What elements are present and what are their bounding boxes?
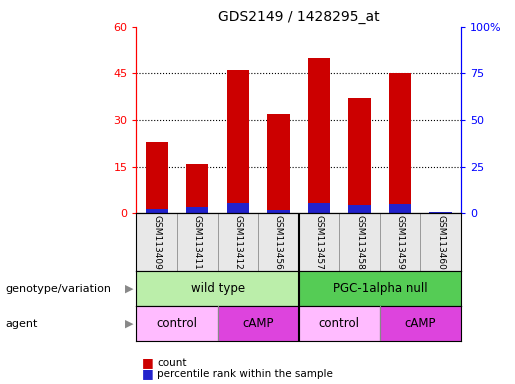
Text: wild type: wild type	[191, 283, 245, 295]
Bar	[348, 98, 371, 213]
Bar	[267, 210, 289, 213]
Text: control: control	[319, 318, 360, 330]
Title: GDS2149 / 1428295_at: GDS2149 / 1428295_at	[218, 10, 380, 25]
Text: control: control	[157, 318, 198, 330]
Text: cAMP: cAMP	[405, 318, 436, 330]
Bar	[308, 58, 330, 213]
Text: GSM113458: GSM113458	[355, 215, 364, 270]
Bar	[258, 213, 299, 271]
Bar	[218, 306, 299, 341]
Bar	[299, 306, 380, 341]
Text: GSM113457: GSM113457	[315, 215, 323, 270]
Bar	[186, 164, 209, 213]
Bar	[218, 213, 258, 271]
Bar	[339, 213, 380, 271]
Text: GSM113460: GSM113460	[436, 215, 445, 270]
Bar	[136, 306, 218, 341]
Bar	[146, 209, 168, 213]
Text: ■: ■	[142, 356, 153, 369]
Bar	[380, 306, 461, 341]
Bar	[136, 213, 177, 271]
Bar	[227, 203, 249, 213]
Text: ▶: ▶	[125, 284, 133, 294]
Bar	[299, 213, 339, 271]
Text: agent: agent	[5, 319, 38, 329]
Bar	[177, 213, 217, 271]
Text: GSM113412: GSM113412	[233, 215, 243, 270]
Bar	[267, 114, 289, 213]
Text: GSM113409: GSM113409	[152, 215, 161, 270]
Bar	[227, 70, 249, 213]
Text: GSM113459: GSM113459	[396, 215, 405, 270]
Bar	[299, 271, 461, 306]
Text: ▶: ▶	[125, 319, 133, 329]
Bar	[136, 271, 299, 306]
Bar	[389, 204, 411, 213]
Text: PGC-1alpha null: PGC-1alpha null	[333, 283, 427, 295]
Text: GSM113456: GSM113456	[274, 215, 283, 270]
Bar	[308, 203, 330, 213]
Bar	[389, 73, 411, 213]
Bar	[430, 212, 452, 213]
Bar	[186, 207, 209, 213]
Text: ■: ■	[142, 367, 153, 380]
Bar	[348, 205, 371, 213]
Text: GSM113411: GSM113411	[193, 215, 202, 270]
Bar	[420, 213, 461, 271]
Text: genotype/variation: genotype/variation	[5, 284, 111, 294]
Text: cAMP: cAMP	[243, 318, 274, 330]
Bar	[146, 142, 168, 213]
Text: percentile rank within the sample: percentile rank within the sample	[157, 369, 333, 379]
Bar	[380, 213, 420, 271]
Text: count: count	[157, 358, 186, 368]
